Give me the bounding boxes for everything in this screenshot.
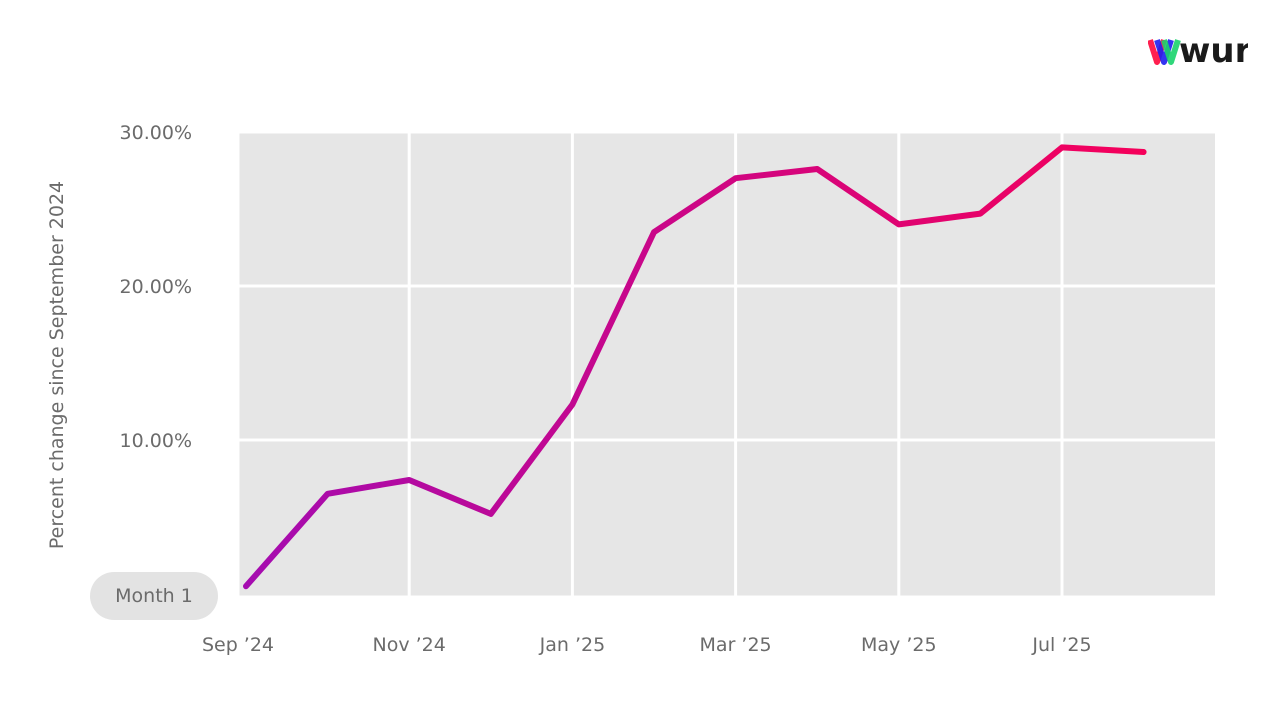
x-tick-label: Mar ’25 xyxy=(700,634,772,656)
y-tick-label: 30.00% xyxy=(120,122,192,144)
annotation-badge xyxy=(90,572,218,620)
annotation-label: Month 1 xyxy=(115,585,193,607)
x-tick-label: Sep ’24 xyxy=(202,634,274,656)
y-tick-label: 20.00% xyxy=(120,276,192,298)
annotation: Month 1 xyxy=(90,572,218,620)
series-line xyxy=(243,144,1147,590)
x-tick-label: Nov ’24 xyxy=(373,634,446,656)
logo-text: wurl xyxy=(1179,31,1248,71)
x-tick-label: May ’25 xyxy=(861,634,937,656)
x-ticks: Sep ’24 Nov ’24 Jan ’25 Mar ’25 May ’25 Jul ’… xyxy=(202,634,1092,656)
plot-area xyxy=(238,132,1215,597)
y-tick-label: 10.00% xyxy=(120,430,192,452)
series xyxy=(243,144,1147,590)
y-ticks: 10.00% 20.00% 30.00% xyxy=(120,122,192,452)
x-tick-label: Jul ’25 xyxy=(1031,634,1091,656)
grid xyxy=(236,130,1215,599)
wurl-logo: wurl xyxy=(1148,31,1248,71)
x-tick-label: Jan ’25 xyxy=(539,634,606,656)
